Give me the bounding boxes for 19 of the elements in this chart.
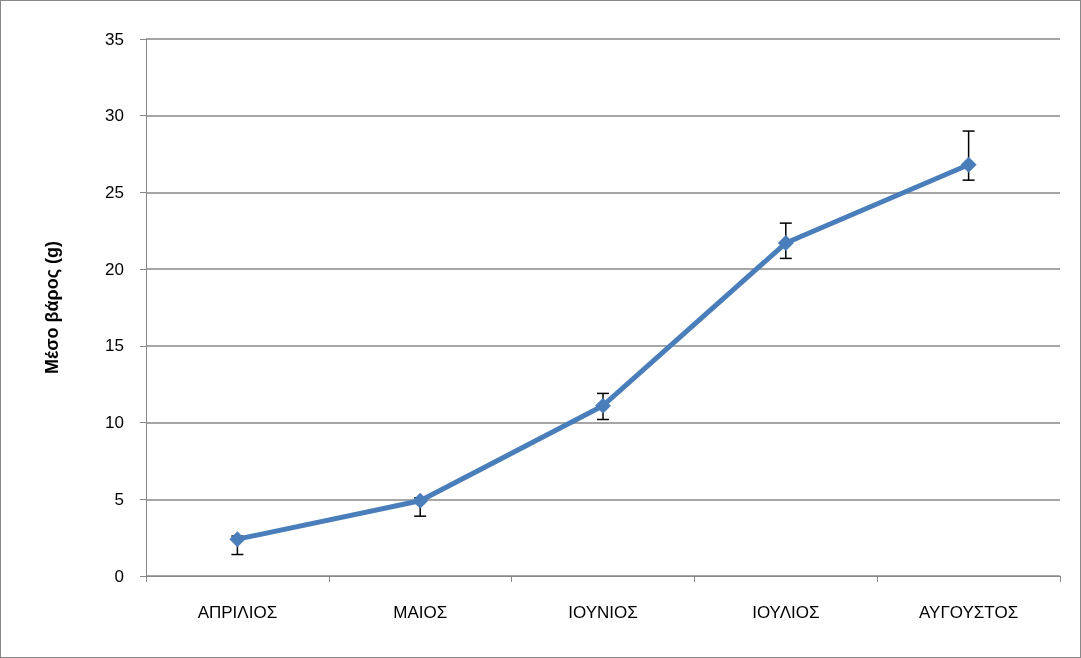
y-tick-label: 0 xyxy=(114,566,124,586)
y-tick-label: 10 xyxy=(105,413,124,433)
y-tick-label: 20 xyxy=(105,259,124,279)
point xyxy=(412,492,429,509)
y-tick-label: 35 xyxy=(105,29,124,49)
x-tick-label: ΙΟΥΝΙΟΣ xyxy=(568,603,638,622)
y-tick-label: 15 xyxy=(105,336,124,356)
point xyxy=(777,235,794,252)
point xyxy=(229,531,246,548)
point xyxy=(960,156,977,173)
x-tick-label: ΑΥΓΟΥΣΤΟΣ xyxy=(919,603,1019,622)
x-tick-label: ΑΠΡΙΛΙΟΣ xyxy=(197,603,278,622)
y-axis-title: Μέσο βάρος (g) xyxy=(42,241,62,374)
y-tick-label: 25 xyxy=(105,182,124,202)
y-tick-label: 5 xyxy=(114,489,124,509)
point xyxy=(595,397,611,414)
y-tick-label: 30 xyxy=(105,106,124,126)
x-tick-label: ΜΑΙΟΣ xyxy=(393,603,448,622)
x-tick-label: ΙΟΥΛΙΟΣ xyxy=(752,603,820,622)
